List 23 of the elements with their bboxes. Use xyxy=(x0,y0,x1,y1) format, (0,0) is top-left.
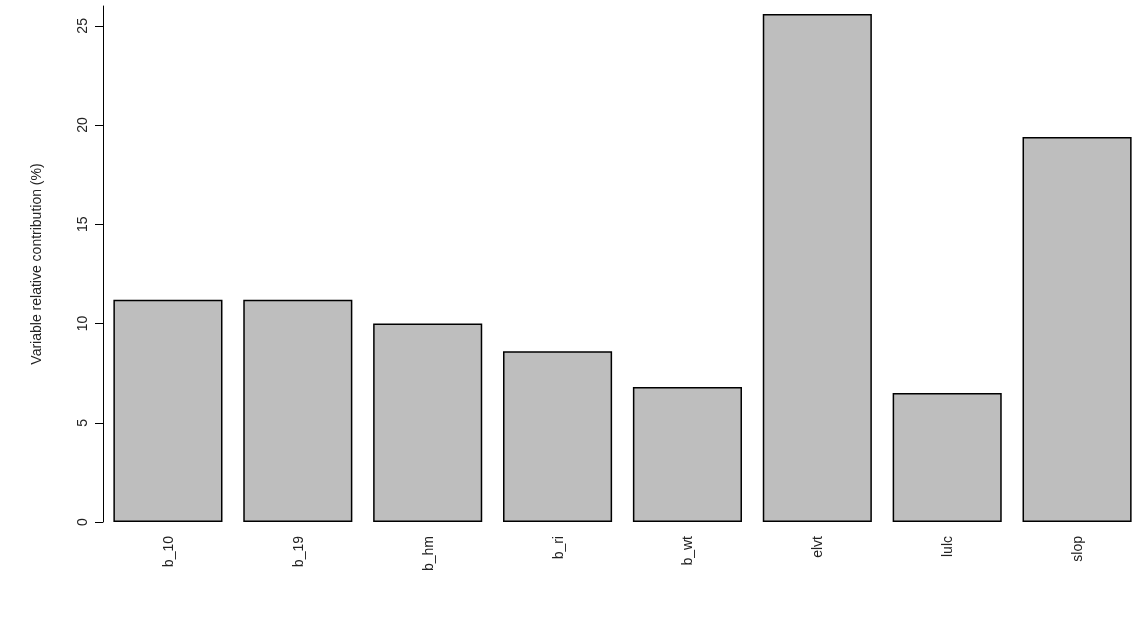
y-tick-label: 15 xyxy=(74,216,90,233)
bar xyxy=(113,299,223,522)
x-tick-label: slop xyxy=(1069,535,1086,562)
x-tick-label: b_ri xyxy=(549,536,566,560)
x-tick-label: elvt xyxy=(809,535,826,558)
y-axis-title: Variable relative contribution (%) xyxy=(28,163,44,365)
bar xyxy=(892,393,1002,522)
bar xyxy=(243,299,353,522)
bar xyxy=(632,387,742,522)
x-tick-label: b_19 xyxy=(289,535,306,568)
x-tick-label: lulc xyxy=(939,536,956,558)
bar xyxy=(1022,136,1132,522)
y-tick-label: 20 xyxy=(74,117,90,133)
x-tick-label: b_10 xyxy=(159,535,176,568)
bar xyxy=(503,351,613,522)
bar xyxy=(373,323,483,522)
y-tick-label: 0 xyxy=(74,517,90,526)
y-tick-label: 10 xyxy=(74,315,90,332)
x-tick-label: b_hm xyxy=(419,536,436,572)
x-tick-label: b_wt xyxy=(679,535,696,566)
bar xyxy=(762,13,872,522)
y-tick-label: 5 xyxy=(74,418,90,427)
y-tick-label: 25 xyxy=(74,17,90,34)
